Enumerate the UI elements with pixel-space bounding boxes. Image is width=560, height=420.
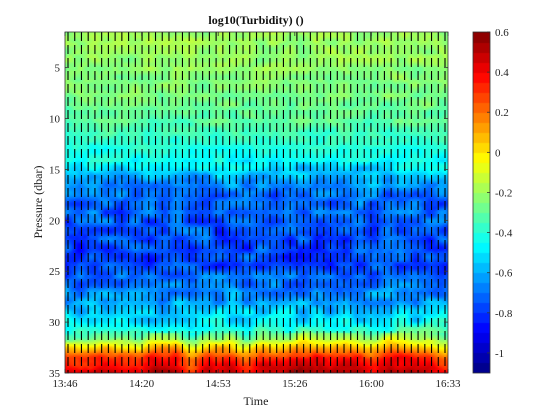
- plot-frame: [64, 31, 449, 374]
- colorbar-tick-label: 0.6: [495, 27, 509, 39]
- colorbar-tick-label: 0.4: [495, 67, 509, 79]
- y-tick-label: 35: [49, 368, 61, 380]
- x-tick-label: 14:53: [206, 378, 232, 390]
- colorbar-tick-label: -1: [495, 348, 504, 360]
- colorbar-tick-label: 0.2: [495, 107, 509, 119]
- y-tick-label: 25: [49, 266, 61, 278]
- y-tick-label: 20: [49, 215, 61, 227]
- x-tick-label: 13:46: [52, 378, 78, 390]
- chart-title: log10(Turbidity) (): [208, 13, 303, 27]
- x-tick-label: 16:00: [359, 378, 385, 390]
- colorbar-gradient: [473, 32, 490, 373]
- y-tick-label: 15: [49, 164, 61, 176]
- colorbar: 0.6 0.4 0.2 0 -0.2 -0.4 -0.6 -0.8 -1: [472, 27, 513, 374]
- y-axis: 5 10 15 20 25 30 35: [49, 63, 448, 380]
- x-axis: 13:46 14:20 14:53 15:26 16:00 16:33: [52, 32, 461, 390]
- x-tick-label: 14:20: [129, 378, 155, 390]
- y-tick-label: 5: [55, 63, 61, 75]
- x-tick-label: 15:26: [282, 378, 308, 390]
- heatmap-area: [65, 32, 448, 373]
- colorbar-tick-label: 0: [495, 147, 501, 159]
- y-tick-label: 10: [49, 114, 61, 126]
- x-axis-title: Time: [244, 394, 269, 408]
- y-tick-label: 30: [49, 317, 61, 329]
- colorbar-frame: [472, 31, 491, 374]
- cast-lines: [67, 32, 446, 373]
- colorbar-tick-label: -0.8: [495, 308, 513, 320]
- colorbar-ticks: 0.6 0.4 0.2 0 -0.2 -0.4 -0.6 -0.8 -1: [487, 27, 513, 360]
- colorbar-tick-label: -0.2: [495, 187, 512, 199]
- colorbar-tick-label: -0.4: [495, 228, 513, 240]
- x-tick-label: 16:33: [435, 378, 461, 390]
- y-axis-title: Pressure (dbar): [31, 166, 45, 239]
- colorbar-tick-label: -0.6: [495, 268, 513, 280]
